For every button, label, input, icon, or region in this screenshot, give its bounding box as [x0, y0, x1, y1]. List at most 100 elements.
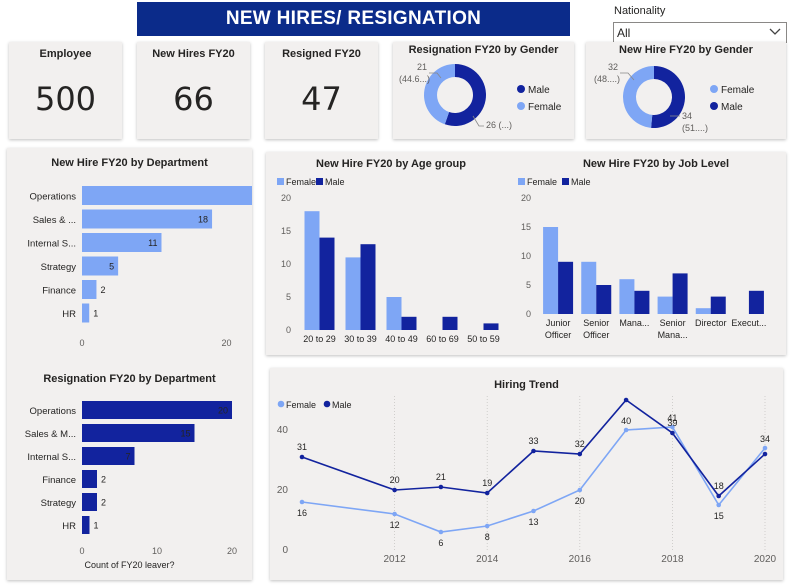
resignation-dept-value-label: 20 [218, 406, 228, 416]
hiring-trend-data-label: 18 [714, 481, 724, 491]
resignation-dept-value-label: 2 [101, 498, 106, 508]
hiring-trend-data-label: 12 [390, 520, 400, 530]
job-level-bar-female [619, 279, 635, 314]
resignation-dept-value-label: 1 [94, 521, 99, 531]
resignation-dept-xlabel: Count of FY20 leaver? [84, 560, 175, 570]
resignation-gender-title: Resignation FY20 by Gender [408, 44, 559, 56]
hiring-trend-point-female [762, 445, 768, 451]
newhire-dept-value-label: 11 [148, 238, 157, 248]
job-level-ytick: 15 [521, 222, 531, 232]
age-group-ytick: 15 [281, 226, 291, 236]
newhire-dept-value-label: 5 [109, 262, 114, 272]
age-group-bar-female [345, 257, 361, 330]
job-level-legend-marker-female [518, 178, 525, 185]
job-level-ytick: 10 [521, 251, 531, 261]
newhire-gender-card[interactable]: New Hire FY20 by Gender Female Male 32 (48.… [586, 42, 786, 139]
hiring-trend-data-label: 34 [760, 434, 770, 444]
hiring-trend-point-female [531, 508, 536, 514]
hiring-trend-point-male [299, 454, 305, 460]
job-level-category-label: Officer [583, 330, 609, 340]
age-group-bar-male [483, 323, 499, 330]
hiring-trend-data-label: 21 [436, 472, 446, 482]
newhire-gender-legend-marker-male [710, 102, 718, 110]
hiring-trend-point-female [670, 424, 675, 430]
job-level-bar-female [543, 227, 559, 314]
resignation-dept-category-label: Operations [30, 406, 77, 417]
job-level-category-label: Officer [545, 330, 571, 340]
newhire-dept-bar [82, 186, 252, 205]
resignation-dept-category-label: Sales & M... [25, 429, 76, 440]
kpi-employee-card[interactable]: Employee 500 [9, 42, 122, 139]
job-level-ytick: 5 [526, 280, 531, 290]
hiring-trend-point-male [531, 448, 536, 454]
newhire-dept-category-label: Finance [42, 286, 76, 297]
resignation-gender-card[interactable]: Resignation FY20 by Gender Male Female 21 (… [393, 42, 574, 139]
job-level-ytick: 20 [521, 193, 531, 203]
age-group-ytick: 5 [286, 292, 291, 302]
hiring-trend-point-male [484, 490, 490, 496]
resignation-gender-legend-marker-female [517, 102, 525, 110]
hiring-trend-data-label: 16 [297, 508, 307, 518]
hiring-trend-xtick: 2014 [476, 554, 499, 565]
resignation-gender-slice-female [424, 64, 455, 125]
hiring-trend-xtick: 2016 [569, 554, 592, 565]
hiring-trend-point-male [577, 451, 583, 457]
resignation-dept-category-label: Internal S... [27, 452, 76, 463]
resignation-dept-value-label: 2 [101, 475, 106, 485]
hiring-trend-point-female [392, 511, 397, 517]
hiring-trend-data-label: 15 [714, 511, 724, 521]
resignation-dept-value-label: 15 [180, 429, 190, 439]
nationality-slicer-dropdown[interactable]: All [613, 22, 787, 43]
kpi-new-hires-card[interactable]: New Hires FY20 66 [137, 42, 250, 139]
age-group-legend-male: Male [325, 177, 345, 187]
hiring-trend-point-male [762, 451, 768, 457]
resignation-gender-slice-male [444, 64, 486, 127]
hiring-trend-xtick: 2020 [754, 554, 777, 565]
nationality-slicer-value: All [617, 26, 631, 40]
resignation-dept-title: Resignation FY20 by Department [43, 373, 216, 385]
age-group-bar-male [442, 316, 458, 330]
hiring-trend-line-female [301, 426, 766, 533]
hiring-trend-data-label: 39 [667, 418, 677, 428]
hiring-trend-line-male [301, 398, 766, 498]
newhire-gender-data-label: (51....) [682, 123, 708, 133]
hiring-trend-point-male [623, 397, 629, 403]
resignation-dept-category-label: Strategy [41, 498, 77, 509]
hiring-trend-data-label: 20 [575, 496, 585, 506]
hiring-trend-panel[interactable]: Hiring Trend 2012 2014 2016 2018 2020 0 20 40 16… [270, 368, 783, 580]
hiring-trend-xtick: 2018 [661, 554, 684, 565]
hiring-trend-point-female [577, 487, 583, 493]
resignation-gender-data-label: (44.6...) [399, 74, 430, 84]
resignation-dept-bar [82, 447, 135, 465]
newhire-dept-value-label: 2 [100, 285, 105, 295]
newhire-gender-legend-female: Female [721, 85, 755, 96]
resignation-gender-label-leader [472, 115, 484, 127]
department-panel[interactable]: New Hire FY20 by Department Operations29… [7, 148, 252, 580]
resignation-dept-bar [82, 493, 97, 511]
age-group-bar-male [401, 316, 417, 330]
newhire-gender-data-label: 34 [682, 111, 692, 121]
hiring-trend-ytick: 40 [277, 425, 289, 436]
job-level-category-label: Senior [660, 318, 686, 328]
hiring-trend-point-male [392, 487, 397, 493]
age-group-category-label: 20 to 29 [303, 334, 336, 344]
age-group-category-label: 50 to 59 [467, 334, 500, 344]
kpi-resigned-card[interactable]: Resigned FY20 47 [265, 42, 378, 139]
job-level-legend-marker-male [562, 178, 569, 185]
resignation-dept-category-label: Finance [42, 475, 76, 486]
job-level-bar-female [695, 308, 711, 314]
newhire-gender-data-label: (48....) [594, 74, 620, 84]
resignation-dept-bar [82, 424, 195, 442]
age-job-charts: 0 5 10 15 20 20 to 29 30 to 39 40 to 49 60 to 69… [277, 177, 766, 344]
hiring-trend-data-label: 31 [297, 442, 307, 452]
age-group-category-label: 60 to 69 [426, 334, 459, 344]
job-level-bar-male [558, 261, 574, 314]
age-group-legend-female: Female [286, 177, 316, 187]
age-job-panel[interactable]: New Hire FY20 by Age group New Hire FY20… [266, 152, 786, 355]
hiring-trend-data-label: 8 [485, 532, 490, 542]
newhire-gender-data-label: 32 [608, 62, 618, 72]
page-title: NEW HIRES/ RESIGNATION [137, 2, 570, 36]
job-level-category-label: Mana... [658, 330, 688, 340]
